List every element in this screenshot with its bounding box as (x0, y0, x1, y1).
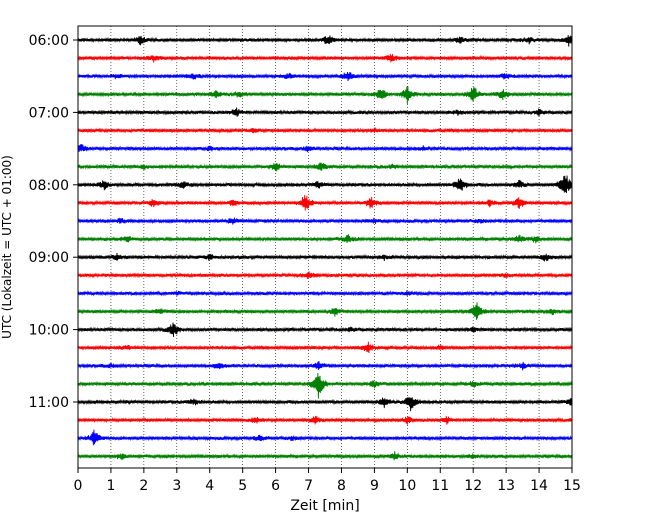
plot-frame (77, 25, 573, 469)
y-tick-label: 11:00 (29, 395, 69, 411)
trace-line (78, 144, 572, 153)
trace-line (78, 35, 572, 47)
y-tick-label: 09:00 (29, 250, 69, 266)
x-tick-label: 4 (205, 478, 214, 494)
trace-line (78, 397, 572, 412)
x-tick-label: 0 (74, 478, 83, 494)
trace-line (78, 341, 572, 354)
x-tick-label: 6 (271, 478, 280, 494)
trace-line (78, 322, 572, 337)
trace-line (78, 290, 572, 297)
y-axis-ticks: 06:00 07:00 08:00 09:00 10:00 11:00 (29, 33, 78, 411)
trace-line (78, 53, 572, 63)
x-tick-label: 15 (563, 478, 581, 494)
y-tick-label: 08:00 (29, 178, 69, 194)
x-tick-label: 14 (530, 478, 548, 494)
trace-line (78, 415, 572, 425)
trace-line (78, 253, 572, 262)
x-tick-label: 13 (497, 478, 515, 494)
trace-line (78, 429, 572, 446)
trace-line (78, 162, 572, 172)
x-axis-ticks: 0 1 2 3 4 5 6 7 8 9 10 11 12 13 14 15 (74, 468, 581, 494)
trace-line (78, 451, 572, 461)
y-tick-label: 07:00 (29, 105, 69, 121)
x-tick-label: 2 (139, 478, 148, 494)
trace-line (78, 72, 572, 82)
trace-line (78, 372, 572, 399)
x-axis-label: Zeit [min] (290, 498, 359, 514)
trace-line (78, 234, 572, 244)
x-tick-label: 12 (464, 478, 482, 494)
trace-line (78, 127, 572, 134)
trace-line (78, 217, 572, 225)
x-tick-label: 1 (106, 478, 115, 494)
trace-line (78, 302, 572, 320)
y-tick-label: 10:00 (29, 323, 69, 339)
y-axis-label: UTC (Lokalzeit = UTC + 01:00) (0, 155, 14, 339)
x-tick-label: 5 (238, 478, 247, 494)
x-tick-label: 3 (172, 478, 181, 494)
plot-background (78, 26, 572, 468)
x-tick-label: 10 (398, 478, 416, 494)
x-tick-label: 9 (370, 478, 379, 494)
trace-line (78, 86, 572, 105)
traces (78, 35, 572, 461)
trace-line (78, 107, 572, 117)
trace-line (78, 175, 572, 194)
trace-line (78, 271, 572, 279)
trace-line (78, 361, 572, 371)
x-tick-label: 11 (431, 478, 449, 494)
y-tick-label: 06:00 (29, 33, 69, 49)
trace-line (78, 195, 572, 211)
x-tick-label: 8 (337, 478, 346, 494)
x-tick-label: 7 (304, 478, 313, 494)
